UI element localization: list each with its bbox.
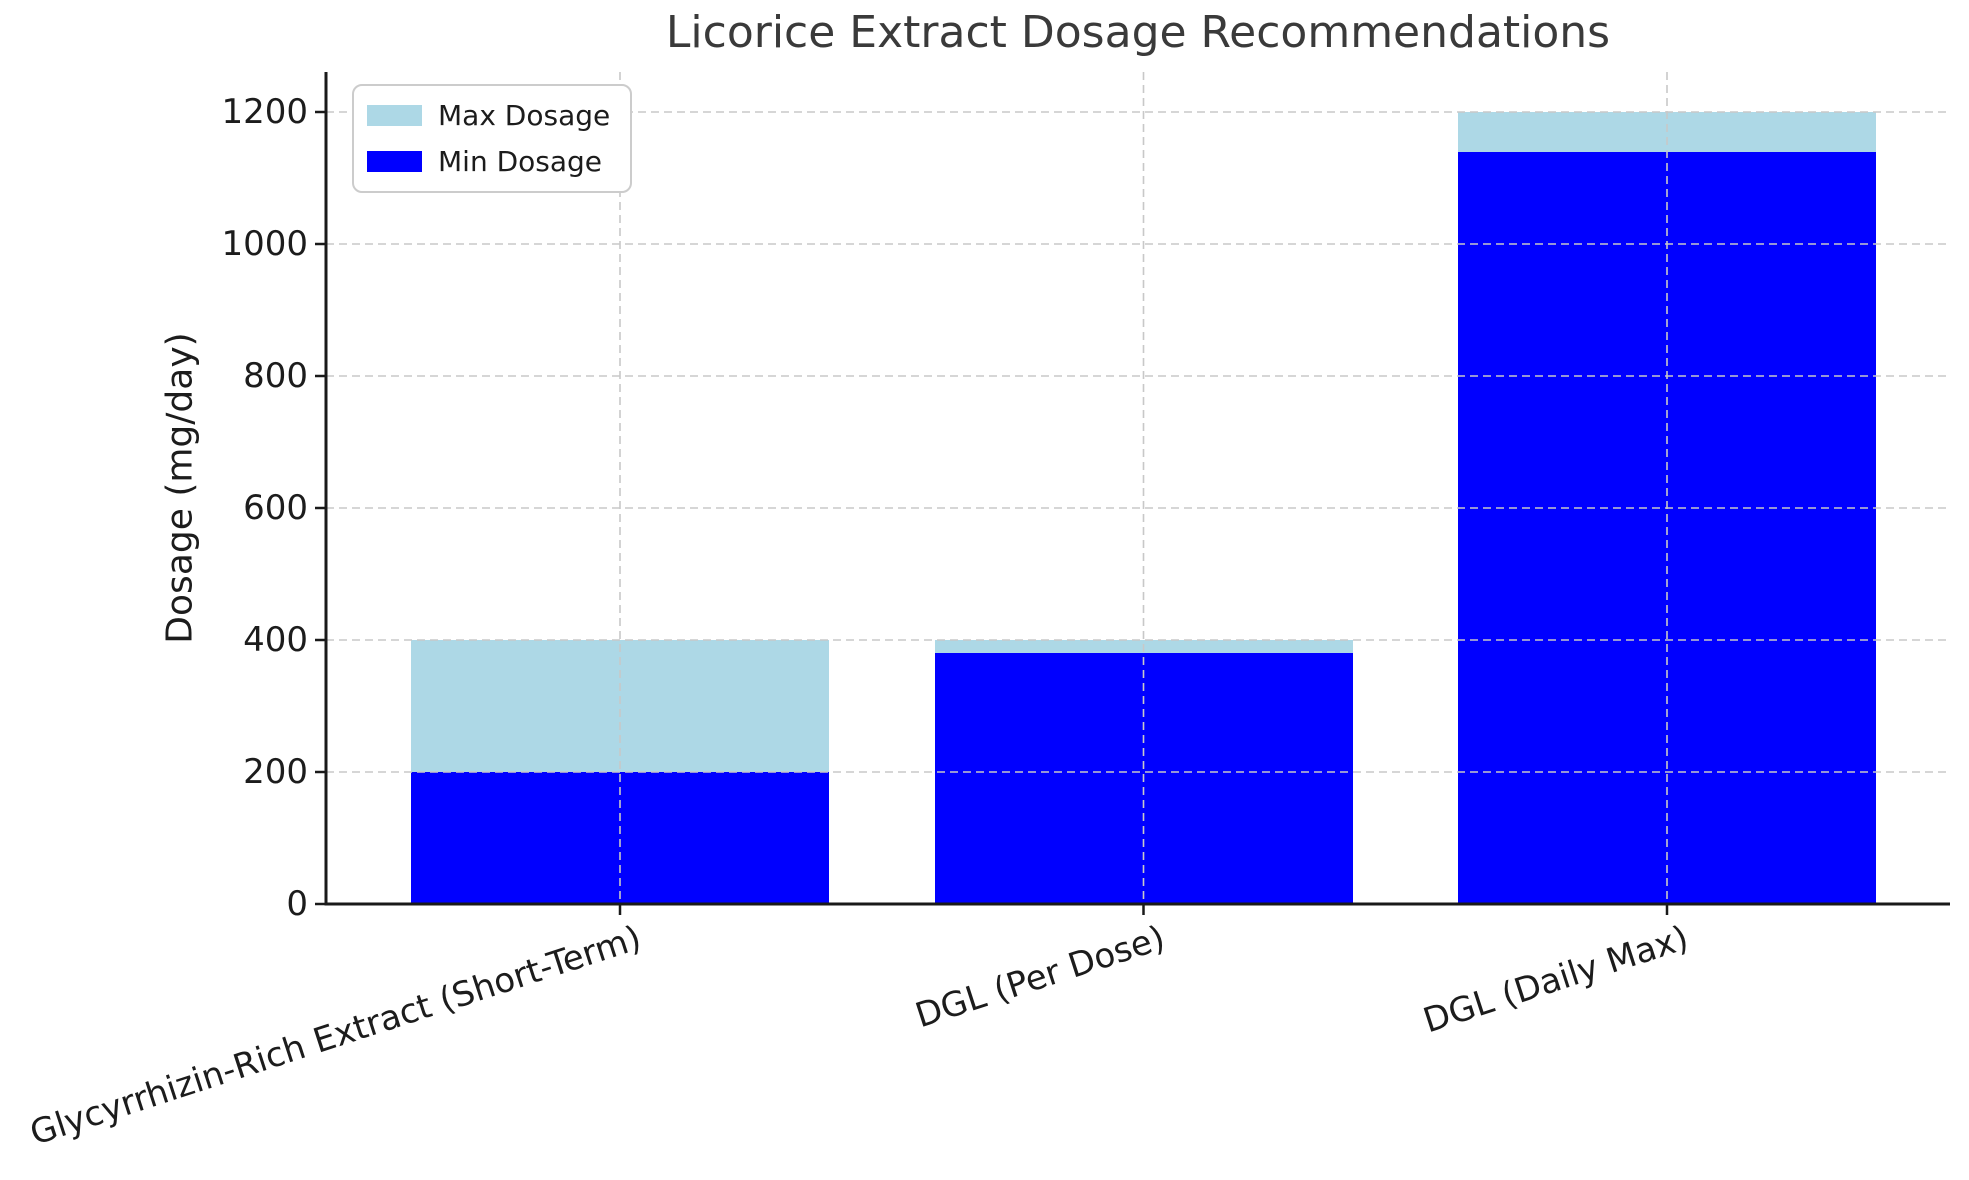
x-tick-label-dgl-per-dose: DGL (Per Dose) bbox=[910, 918, 1170, 1037]
y-tick-label-0: 0 bbox=[286, 884, 308, 924]
legend-entry-min-dosage: Min Dosage bbox=[367, 145, 610, 178]
legend-swatch-min-dosage bbox=[367, 151, 422, 172]
bars-layer bbox=[326, 72, 1950, 904]
x-tick-label-glycyrrhizin-rich-extract-short-term: Glycyrrhizin-Rich Extract (Short-Term) bbox=[25, 918, 647, 1154]
legend-entry-max-dosage: Max Dosage bbox=[367, 99, 610, 132]
legend-label-max-dosage: Max Dosage bbox=[438, 99, 611, 132]
bar-min-dosage-glycyrrhizin-rich-extract-short-term bbox=[411, 772, 829, 904]
plot-area bbox=[315, 72, 1950, 915]
x-tick-label-dgl-daily-max: DGL (Daily Max) bbox=[1418, 918, 1694, 1042]
y-tick-label-800: 800 bbox=[243, 356, 308, 396]
chart-title: Licorice Extract Dosage Recommendations bbox=[665, 7, 1611, 58]
bar-min-dosage-dgl-per-dose bbox=[934, 653, 1353, 904]
legend-label-min-dosage: Min Dosage bbox=[438, 145, 603, 178]
bar-min-dosage-dgl-daily-max bbox=[1458, 151, 1876, 904]
y-tick-label-400: 400 bbox=[243, 620, 308, 660]
y-tick-label-200: 200 bbox=[243, 752, 308, 792]
legend-swatch-max-dosage bbox=[367, 105, 422, 126]
y-tick-label-600: 600 bbox=[243, 488, 308, 528]
legend: Max Dosage Min Dosage bbox=[352, 84, 633, 193]
y-tick-labels: 0 200 400 600 800 1000 1200 bbox=[0, 72, 308, 924]
y-tick-label-1200: 1200 bbox=[221, 92, 308, 132]
y-tick-label-1000: 1000 bbox=[221, 224, 308, 264]
